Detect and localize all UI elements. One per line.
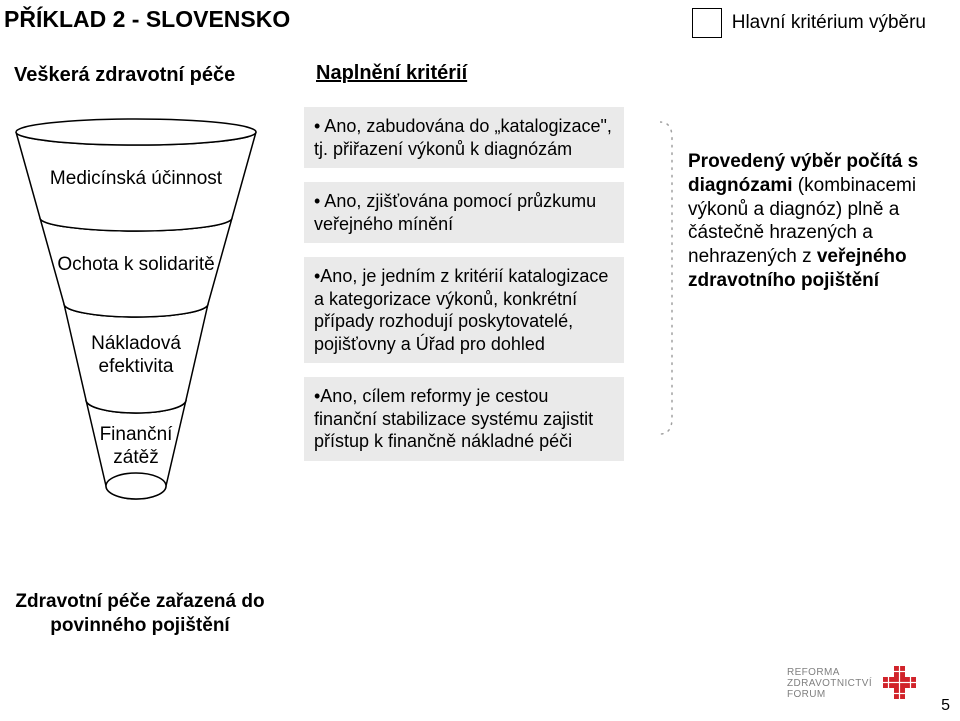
criteria-column: Naplnění kritérií • Ano, zabudována do „… (304, 62, 624, 475)
summary-text: Provedený výběr počítá s diagnózami (kom… (688, 150, 938, 293)
criteria-block: • Ano, zjišťována pomocí průzkumu veřejn… (304, 182, 624, 243)
criteria-heading: Naplnění kritérií (316, 62, 624, 85)
funnel-level-label: Ochota k solidaritě (14, 254, 258, 277)
funnel-output-caption: Zdravotní péče zařazená do povinného poj… (10, 590, 270, 638)
criteria-blocks: • Ano, zabudována do „katalogizace", tj.… (304, 107, 624, 461)
footer-line1: REFORMA (787, 667, 872, 678)
criteria-block: • Ano, zabudována do „katalogizace", tj.… (304, 107, 624, 168)
footer-logo: REFORMA ZDRAVOTNICTVÍ FORUM (787, 663, 920, 703)
footer-text: REFORMA ZDRAVOTNICTVÍ FORUM (787, 667, 872, 700)
funnel-level-label: Medicínská účinnost (14, 168, 258, 191)
criteria-block: •Ano, je jedním z kritérií katalogizace … (304, 257, 624, 363)
footer-line2: ZDRAVOTNICTVÍ (787, 678, 872, 689)
slide-title: PŘÍKLAD 2 - SLOVENSKO (4, 6, 290, 33)
page-number: 5 (941, 697, 950, 715)
legend-swatch (692, 8, 722, 38)
criteria-block: •Ano, cílem reformy je cestou finanční s… (304, 377, 624, 461)
funnel-level-label: Finančnízátěž (14, 424, 258, 470)
funnel-level-label: Nákladováefektivita (14, 333, 258, 379)
connector-brace (660, 118, 674, 438)
funnel-heading: Veškerá zdravotní péče (14, 64, 235, 87)
legend: Hlavní kritérium výběru (692, 8, 926, 38)
legend-label: Hlavní kritérium výběru (732, 12, 926, 34)
footer-line3: FORUM (787, 689, 872, 700)
cross-icon (880, 663, 920, 703)
